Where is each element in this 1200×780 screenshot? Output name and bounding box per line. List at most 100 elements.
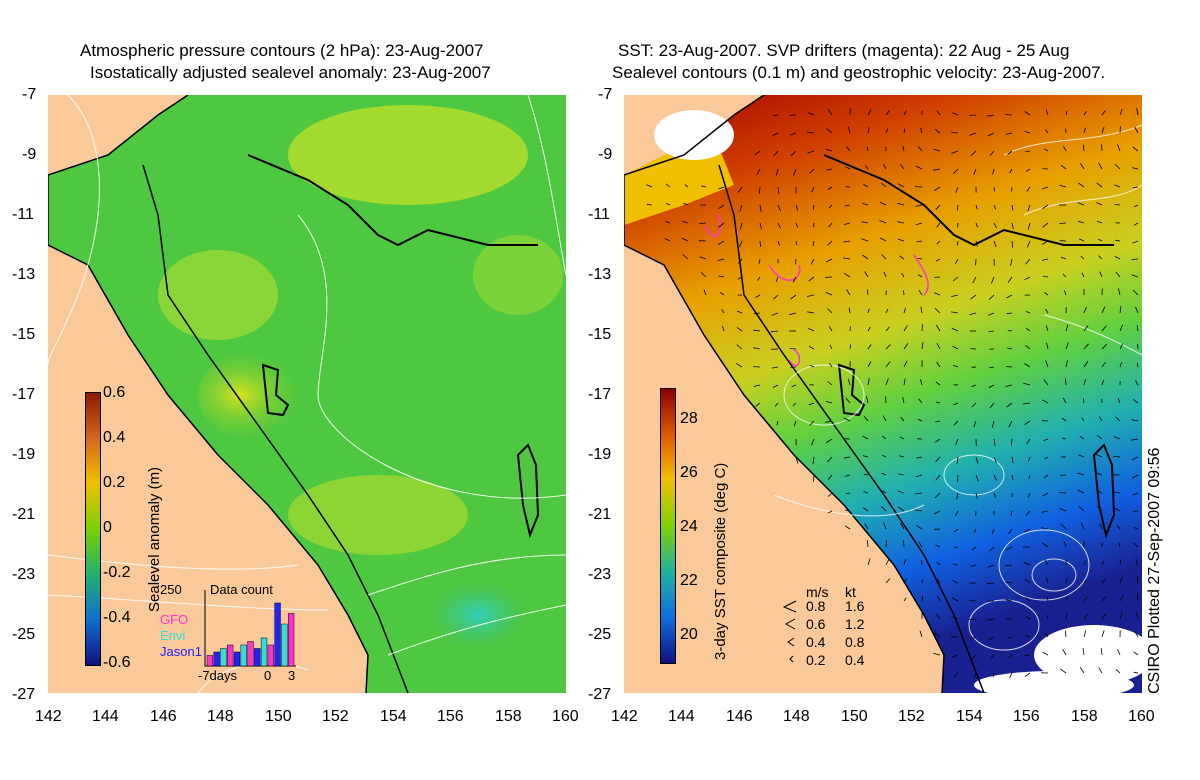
velocity-arrow — [1132, 146, 1139, 152]
lon-tick: 152 — [322, 708, 349, 725]
velocity-arrow — [867, 326, 871, 332]
velocity-arrow — [935, 401, 941, 404]
velocity-arrow — [1079, 238, 1085, 242]
velocity-arrow — [935, 613, 941, 620]
velocity-arrow — [809, 420, 815, 426]
lon-tick: 150 — [841, 708, 868, 725]
velocity-arrow — [737, 258, 743, 264]
velocity-arrow — [988, 294, 995, 300]
inset-bar — [240, 644, 247, 667]
velocity-arrow — [1060, 668, 1067, 674]
velocity-arrow — [1114, 204, 1121, 206]
velocity-arrow — [1101, 126, 1105, 134]
velocity-arrow — [1135, 380, 1139, 386]
velocity-arrow — [808, 346, 815, 350]
velocity-arrow — [1077, 220, 1085, 224]
velocity-arrow — [722, 325, 725, 332]
velocity-arrow — [1096, 182, 1103, 188]
velocity-arrow — [969, 312, 977, 316]
velocity-arrow — [1063, 290, 1067, 296]
velocity-arrow — [953, 528, 959, 533]
velocity-arrow — [789, 348, 797, 350]
left-colorbar-tick: -0.2 — [103, 564, 131, 581]
velocity-arrow — [847, 126, 851, 134]
velocity-arrow — [916, 456, 923, 459]
velocity-arrow — [793, 420, 797, 427]
velocity-arrow — [952, 112, 959, 116]
velocity-arrow — [759, 222, 762, 230]
velocity-arrow — [1119, 362, 1123, 368]
velocity-arrow — [774, 402, 779, 407]
velocity-arrow — [951, 616, 959, 620]
inset-bar — [206, 655, 214, 667]
velocity-arrow — [1131, 258, 1139, 260]
velocity-arrow — [863, 507, 869, 512]
velocity-arrow — [903, 128, 906, 134]
velocity-arrow — [682, 220, 689, 224]
velocity-legend-ms: 0.2 — [806, 652, 826, 668]
velocity-arrow — [666, 203, 671, 206]
velocity-arrow — [1025, 344, 1031, 350]
velocity-arrow — [772, 384, 779, 388]
sealevel-anomaly-map[interactable] — [47, 94, 567, 694]
velocity-arrow — [1101, 110, 1106, 116]
velocity-arrow — [737, 186, 743, 193]
velocity-arrow — [864, 271, 869, 278]
lon-tick: 142 — [611, 708, 638, 725]
velocity-arrow — [954, 546, 959, 549]
inset-bar — [227, 644, 234, 667]
velocity-arrow — [1114, 184, 1121, 188]
velocity-arrow — [1025, 327, 1031, 332]
velocity-arrow — [917, 274, 923, 278]
velocity-arrow — [756, 168, 761, 175]
velocity-arrow — [867, 361, 872, 368]
velocity-arrow — [935, 381, 941, 386]
velocity-arrow — [646, 203, 653, 206]
velocity-arrow — [1006, 294, 1013, 299]
velocity-arrow — [916, 525, 923, 530]
lat-tick: -25 — [12, 626, 36, 643]
velocity-arrow — [1024, 420, 1031, 426]
velocity-arrow — [900, 522, 905, 530]
velocity-arrow — [813, 474, 815, 482]
velocity-arrow — [921, 324, 923, 332]
velocity-arrow — [885, 344, 891, 350]
velocity-arrow — [897, 202, 905, 206]
velocity-legend-ms: 0.6 — [806, 616, 826, 632]
velocity-arrow — [791, 384, 797, 387]
velocity-arrow — [1025, 635, 1031, 638]
velocity-arrow — [899, 455, 905, 458]
velocity-arrow — [952, 276, 959, 282]
velocity-arrow — [1083, 613, 1088, 620]
velocity-arrow — [993, 222, 997, 229]
velocity-arrow — [1011, 240, 1014, 248]
velocity-arrow — [847, 378, 851, 386]
velocity-arrow — [1101, 144, 1103, 152]
lat-tick: -23 — [588, 566, 612, 583]
velocity-arrow — [955, 258, 959, 265]
velocity-arrow — [1133, 671, 1139, 674]
velocity-arrow — [953, 672, 959, 678]
velocity-arrow — [920, 127, 923, 134]
velocity-arrow — [953, 420, 959, 426]
velocity-arrow — [916, 240, 923, 243]
left-colorbar-tick: -0.6 — [103, 654, 131, 671]
velocity-legend-kt: 0.4 — [845, 652, 865, 668]
velocity-arrow — [771, 312, 779, 316]
velocity-arrow — [1065, 378, 1067, 386]
velocity-arrow — [827, 381, 833, 386]
velocity-arrow — [952, 168, 959, 175]
velocity-arrow — [1011, 222, 1014, 230]
velocity-arrow — [991, 276, 995, 284]
velocity-arrow — [1083, 579, 1087, 584]
velocity-arrow — [897, 238, 905, 242]
velocity-arrow — [934, 492, 941, 499]
velocity-arrow — [1101, 380, 1104, 386]
velocity-arrow — [863, 184, 869, 188]
velocity-arrow — [1134, 631, 1139, 638]
lon-tick: 154 — [956, 708, 983, 725]
velocity-arrow — [951, 311, 959, 314]
velocity-arrow — [1025, 168, 1031, 172]
sst-map[interactable] — [623, 94, 1154, 699]
velocity-arrow — [867, 109, 872, 116]
